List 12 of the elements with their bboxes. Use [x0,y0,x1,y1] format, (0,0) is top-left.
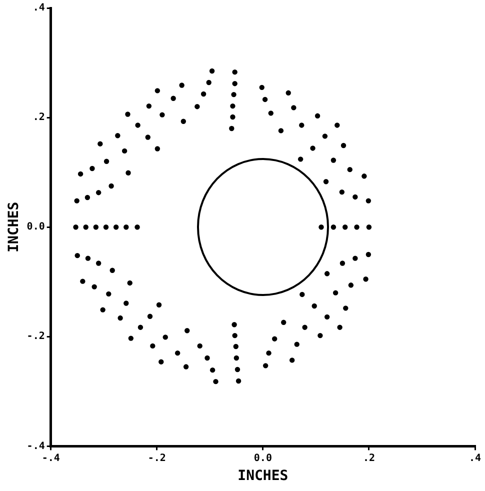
x-tick-label: .2 [362,452,375,464]
x-tick-label: 0.0 [254,452,272,464]
y-tick-label: .4 [32,2,45,14]
y-tick-label: -.4 [26,440,45,452]
y-tick-label: -.2 [26,331,45,342]
x-tick-label: .4 [468,452,482,464]
y-tick-label: 0.0 [26,222,45,233]
y-axis-title: INCHES [6,202,22,252]
x-tick-label: -.4 [42,452,60,464]
x-axis-title: INCHES [238,468,288,484]
y-tick-label: .2 [32,112,45,124]
x-tick-label: -.2 [148,452,166,464]
